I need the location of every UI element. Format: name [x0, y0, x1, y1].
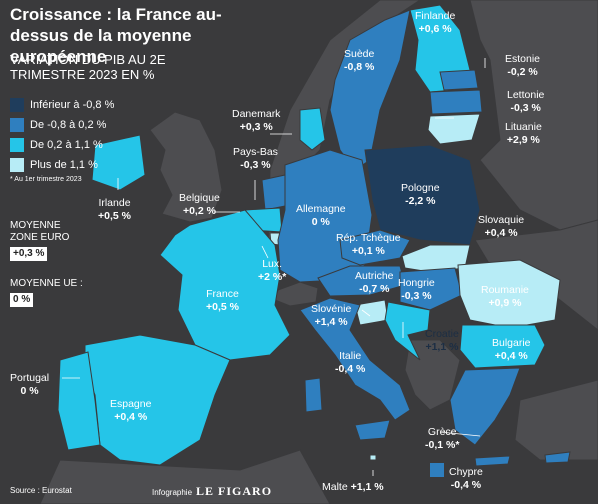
croatia-shape [384, 301, 431, 361]
legend-swatch [10, 98, 24, 112]
ue-mean: MOYENNE UE : 0 % [10, 278, 83, 307]
brand-logo: LE FIGARO [196, 484, 273, 498]
france-shape [159, 209, 291, 361]
label-pologne: Pologne -2,2 % [401, 182, 440, 207]
euro-mean-value: +0,3 % [10, 247, 48, 261]
legend-label: Inférieur à -0,8 % [30, 99, 115, 111]
czech-shape [339, 229, 411, 266]
label-irlande: Irlande +0,5 % [98, 197, 131, 222]
slovenia-shape [354, 299, 389, 326]
legend-swatch [10, 158, 24, 172]
credit: Infographie LE FIGARO [152, 484, 272, 499]
malta-shape [369, 454, 377, 461]
bulgaria-shape [459, 324, 546, 369]
label-lituanie: Lituanie +2,9 % [505, 121, 542, 146]
cyprus-shape [544, 451, 571, 464]
label-tcheque: Rép. Tchèque +0,1 % [336, 232, 401, 257]
euro-mean: MOYENNE ZONE EURO +0,3 % [10, 220, 90, 261]
crete-shape [474, 455, 511, 467]
russia-shape [469, 0, 598, 231]
ue-mean-value: 0 % [10, 293, 34, 307]
label-belgique: Belgique +0,2 % [179, 192, 220, 217]
label-allemagne: Allemagne 0 % [296, 203, 346, 228]
leader-lines [62, 58, 486, 476]
legend-label: De 0,2 à 1,1 % [30, 139, 103, 151]
denmark-shape [299, 107, 326, 151]
source-note: Source : Eurostat [10, 486, 72, 495]
legend: Inférieur à -0,8 % De -0,8 à 0,2 % De 0,… [10, 95, 114, 183]
label-italie: Italie -0,4 % [335, 350, 366, 375]
label-grece: Grèce -0,1 %* [425, 426, 460, 451]
label-suede: Suède -0,8 % [344, 48, 375, 73]
leader-lux [261, 245, 269, 259]
ireland-shape [91, 134, 146, 191]
portugal-shape [57, 351, 101, 451]
legend-note: * Au 1er trimestre 2023 [10, 176, 82, 183]
leader-grece [439, 431, 481, 437]
legend-item: De -0,8 à 0,2 % [10, 115, 114, 135]
label-lettonie: Lettonie -0,3 % [507, 89, 545, 114]
finland-shape [409, 4, 471, 93]
page-title: Croissance : la France au-dessus de la m… [10, 5, 222, 66]
euro-mean-label: MOYENNE ZONE EURO [10, 220, 70, 243]
spain-shape [84, 334, 231, 466]
label-slovenie: Slovénie +1,4 % [311, 303, 352, 328]
legend-item: Inférieur à -0,8 % [10, 95, 114, 115]
credit-prefix: Infographie [152, 488, 193, 497]
label-finlande: Finlande +0,6 % [415, 10, 456, 35]
label-portugal: Portugal 0 % [10, 372, 50, 397]
estonia-shape [439, 69, 479, 91]
label-espagne: Espagne +0,4 % [110, 398, 152, 423]
lithuania-shape [427, 113, 481, 145]
label-chypre: Chypre -0,4 % [449, 466, 483, 491]
page-subtitle: VARIATION DU PIB AU 2E TRIMESTRE 2023 EN… [10, 52, 166, 82]
greece-shape [449, 367, 521, 446]
label-paysbas: Pays-Bas -0,3 % [233, 146, 278, 171]
cyprus-swatch [430, 463, 444, 477]
legend-item: Plus de 1,1 % [10, 155, 114, 175]
romania-shape [457, 259, 561, 329]
label-croatie: Croatie +1,1 % [425, 328, 459, 353]
label-malte: Malte +1,1 % [322, 481, 384, 493]
legend-label: Plus de 1,1 % [30, 159, 98, 171]
uk-shape [149, 111, 223, 223]
leader-slovenie [361, 309, 371, 317]
label-bulgarie: Bulgarie +0,4 % [492, 337, 531, 362]
eu-countries [57, 4, 571, 467]
legend-swatch [10, 138, 24, 152]
legend-item: De 0,2 à 1,1 % [10, 135, 114, 155]
sicily-shape [354, 419, 391, 441]
label-slovaquie: Slovaquie +0,4 % [478, 214, 525, 239]
africa-shape [39, 449, 331, 504]
sardinia-shape [304, 377, 323, 413]
label-estonie: Estonie -0,2 % [505, 53, 541, 78]
latvia-shape [429, 89, 483, 115]
ue-mean-label: MOYENNE UE : [10, 278, 83, 289]
label-lux: Lux. +2 %* [258, 258, 287, 283]
italy-shape [299, 297, 411, 421]
label-danemark: Danemark +0,3 % [232, 108, 281, 133]
legend-label: De -0,8 à 0,2 % [30, 119, 107, 131]
hungary-shape [399, 267, 463, 311]
label-hongrie: Hongrie -0,3 % [398, 277, 435, 302]
label-france: France +0,5 % [206, 288, 239, 313]
label-autriche: Autriche -0,7 % [355, 270, 394, 295]
turkey-shape [514, 379, 598, 461]
label-roumanie: Roumanie +0,9 % [481, 284, 529, 309]
non-eu-land [39, 0, 598, 504]
legend-swatch [10, 118, 24, 132]
